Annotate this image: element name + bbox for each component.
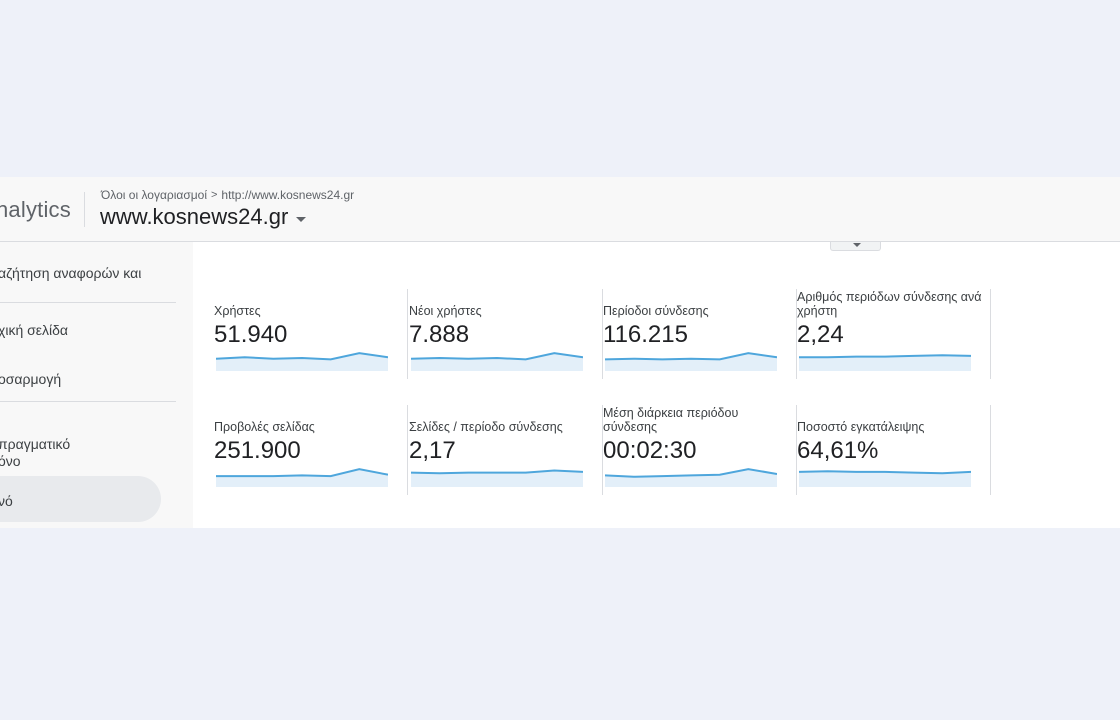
metric-card[interactable]: Χρήστες 51.940 xyxy=(214,289,408,379)
metric-label: Αριθμός περιόδων σύνδεσης ανά χρήστη xyxy=(797,290,982,318)
sparkline-line xyxy=(799,470,971,475)
sparkline-chart xyxy=(799,354,971,371)
top-header: nalytics Όλοι οι λογαριασμοί > http://ww… xyxy=(0,177,1120,242)
sparkline-chart xyxy=(411,469,583,487)
metric-label: Χρήστες xyxy=(214,304,261,318)
sidebar-divider xyxy=(0,401,176,402)
sidebar-item-home[interactable]: χική σελίδα xyxy=(0,322,69,338)
metric-card[interactable]: Αριθμός περιόδων σύνδεσης ανά χρήστη 2,24 xyxy=(797,289,991,379)
sparkline-line xyxy=(605,468,777,478)
metric-label: Ποσοστό εγκατάλειψης xyxy=(797,420,925,434)
property-name: www.kosnews24.gr xyxy=(100,204,289,229)
sidebar-item-search-reports[interactable]: αζήτηση αναφορών και xyxy=(0,265,142,281)
metric-value: 251.900 xyxy=(214,437,301,464)
metric-card[interactable]: Σελίδες / περίοδο σύνδεσης 2,17 xyxy=(409,405,603,495)
sparkline-area xyxy=(411,353,583,371)
metric-label: Σελίδες / περίοδο σύνδεσης xyxy=(409,420,563,434)
sparkline-line xyxy=(216,468,388,478)
analytics-app: nalytics Όλοι οι λογαριασμοί > http://ww… xyxy=(0,177,1120,528)
sparkline-area xyxy=(605,353,777,371)
left-sidebar: αζήτηση αναφορών και χική σελίδα οσαρμογ… xyxy=(0,242,193,528)
sparkline-area xyxy=(216,469,388,487)
metric-value: 00:02:30 xyxy=(603,437,697,464)
metric-card[interactable]: Νέοι χρήστες 7.888 xyxy=(409,289,603,379)
sparkline-chart xyxy=(216,468,388,487)
metric-value: 7.888 xyxy=(409,321,470,348)
sparkline-area xyxy=(799,355,971,371)
chevron-down-icon xyxy=(853,243,861,247)
metric-card[interactable]: Περίοδοι σύνδεσης 116.215 xyxy=(603,289,797,379)
sparkline-line xyxy=(216,352,388,361)
breadcrumb-chevron-icon: > xyxy=(210,189,218,201)
app-logo-text[interactable]: nalytics xyxy=(0,197,71,222)
sparkline-line xyxy=(411,469,583,475)
breadcrumb-all-accounts[interactable]: Όλοι οι λογαριασμοί xyxy=(101,188,207,202)
sparkline-line xyxy=(605,352,777,361)
sparkline-chart xyxy=(605,468,777,487)
metric-card[interactable]: Ποσοστό εγκατάλειψης 64,61% xyxy=(797,405,991,495)
sidebar-item-realtime-line2: όνο xyxy=(0,453,21,469)
breadcrumb: Όλοι οι λογαριασμοί > http://www.kosnews… xyxy=(101,188,354,202)
metric-value: 116.215 xyxy=(603,321,688,348)
metric-value: 2,17 xyxy=(409,437,456,464)
sparkline-area xyxy=(216,353,388,371)
caret-down-icon xyxy=(296,216,307,222)
sparkline-chart xyxy=(411,352,583,371)
sparkline-chart xyxy=(799,470,971,487)
sparkline-area xyxy=(799,471,971,487)
sparkline-area xyxy=(605,469,777,487)
sidebar-item-realtime[interactable]: πραγματικό xyxy=(0,436,71,452)
sparkline-chart xyxy=(605,352,777,371)
sidebar-item-active-bg[interactable] xyxy=(0,476,161,522)
metric-label: Μέση διάρκεια περιόδου σύνδεσης xyxy=(603,406,739,434)
property-selector[interactable]: www.kosnews24.gr xyxy=(100,204,307,230)
sidebar-item-customization[interactable]: οσαρμογή xyxy=(0,371,62,387)
sparkline-line xyxy=(411,352,583,361)
sidebar-divider xyxy=(0,302,176,303)
collapse-toggle[interactable] xyxy=(830,242,881,251)
metric-label: Περίοδοι σύνδεσης xyxy=(603,304,709,318)
metric-label: Νέοι χρήστες xyxy=(409,304,482,318)
metric-label: Προβολές σελίδας xyxy=(214,420,315,434)
metric-card[interactable]: Προβολές σελίδας 251.900 xyxy=(214,405,408,495)
breadcrumb-account[interactable]: http://www.kosnews24.gr xyxy=(221,188,355,202)
sparkline-chart xyxy=(216,352,388,371)
metric-card[interactable]: Μέση διάρκεια περιόδου σύνδεσης 00:02:30 xyxy=(603,405,797,495)
metric-value: 2,24 xyxy=(797,321,844,348)
header-divider xyxy=(84,192,85,227)
sidebar-item-active-label[interactable]: νό xyxy=(0,493,13,509)
metric-value: 64,61% xyxy=(797,437,879,464)
metric-value: 51.940 xyxy=(214,321,288,348)
sparkline-line xyxy=(799,354,971,359)
sparkline-area xyxy=(411,470,583,487)
